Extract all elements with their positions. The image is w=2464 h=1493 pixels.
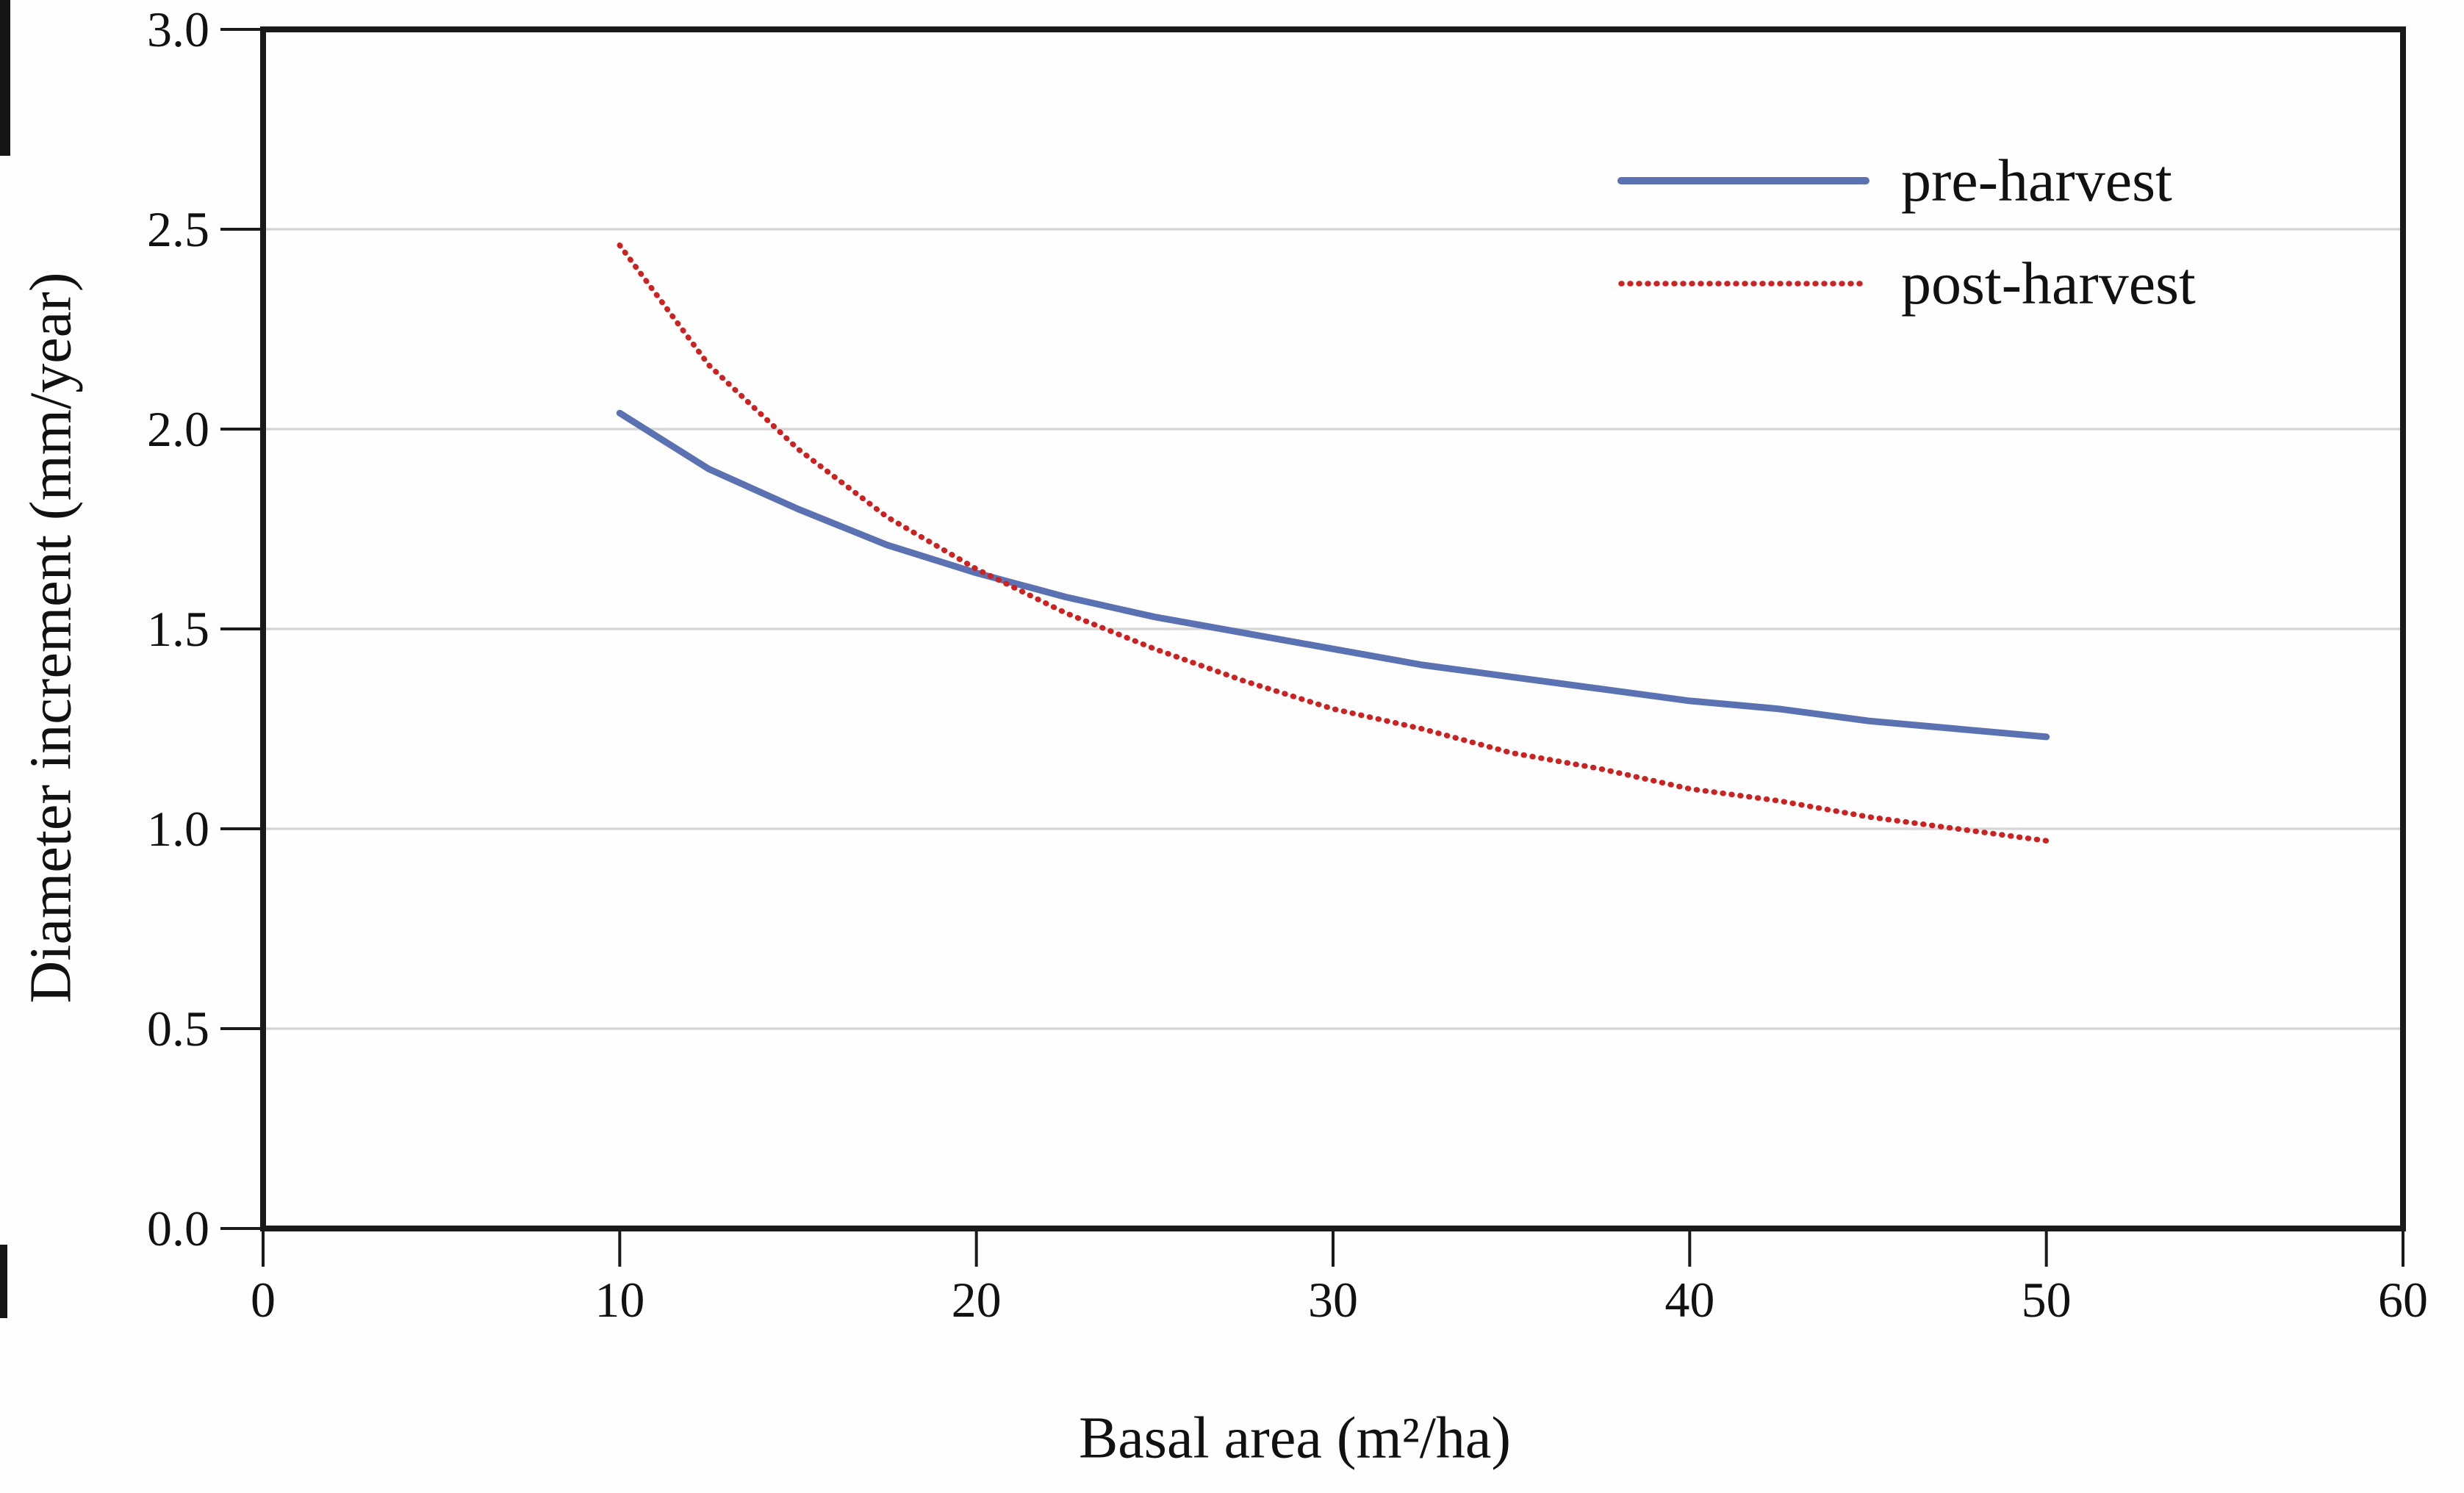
pre-harvest-line-swatch [1617,177,1869,184]
legend-label-pre-harvest: pre-harvest [1901,147,2172,214]
scan-edge-artifact-top [0,0,10,156]
y-tick-label: 1.0 [147,801,209,857]
y-tick-label: 1.5 [147,601,209,657]
y-tick-label: 3.0 [147,1,209,57]
y-tick-label: 0.5 [147,1001,209,1057]
x-tick-label: 0 [251,1272,276,1328]
y-tick-label: 2.5 [147,201,209,257]
x-axis-title: Basal area (m²/ha) [1078,1406,1512,1471]
scan-edge-artifact-bottom [0,1245,7,1318]
x-tick-label: 50 [2021,1272,2072,1328]
x-tick-label: 60 [2378,1272,2428,1328]
post-harvest-curve [617,242,2050,844]
pre-harvest-curve [616,409,2050,741]
x-tick-label: 30 [1308,1272,1358,1328]
post-harvest-line-swatch [1618,281,1869,287]
plot-frame [260,26,2406,1231]
legend-item-pre-harvest: pre-harvest [1617,144,2196,217]
x-tick-label: 20 [951,1272,1002,1328]
x-tick-label: 40 [1664,1272,1715,1328]
y-tick-label: 2.0 [147,401,209,457]
x-tick-label: 10 [595,1272,645,1328]
legend-item-post-harvest: post-harvest [1617,247,2196,320]
legend: pre-harvest post-harvest [1617,144,2196,350]
y-tick-label: 0.0 [147,1201,209,1256]
legend-label-post-harvest: post-harvest [1901,250,2196,317]
